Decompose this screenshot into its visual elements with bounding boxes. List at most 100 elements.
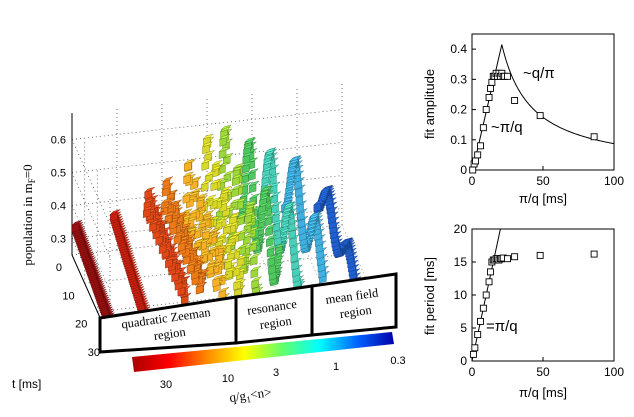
trace-marker-top (191, 187, 203, 194)
trace-marker-top (265, 234, 278, 241)
trace-marker-top (232, 165, 244, 172)
period-point (536, 251, 544, 259)
period-point (482, 291, 490, 299)
amplitude-points (469, 69, 598, 174)
amplitude-y-tick-label: 0.1 (450, 133, 467, 147)
trace-marker-top (201, 158, 213, 164)
trace-marker-top (261, 166, 274, 173)
trace-marker-top (249, 193, 261, 200)
t-tick-label: 10 (62, 290, 74, 302)
amplitude-x-tick-label: 50 (536, 174, 550, 188)
trace-marker-top (263, 149, 276, 156)
trace-marker-top (286, 166, 299, 173)
trace-marker-top (239, 192, 251, 198)
z-tick-label: 0.6 (51, 135, 66, 147)
trace (280, 155, 331, 284)
z-tick-label: 0.4 (51, 201, 66, 213)
trace-marker-top (281, 211, 293, 218)
trace-marker-top (196, 196, 208, 202)
trace-marker-top (308, 213, 320, 220)
q-tick-label: 30 (160, 379, 172, 391)
trace-marker-top (282, 203, 294, 210)
trace-marker-top (198, 219, 210, 226)
trace-marker-top (306, 219, 319, 226)
trace-marker-top (243, 211, 256, 218)
amplitude-point (487, 84, 494, 92)
trace-marker-top (260, 186, 272, 192)
trace-marker-top (270, 191, 282, 198)
amplitude-ticks: 0 50 100 0 0.1 0.2 0.3 0.4 (450, 42, 624, 188)
period-y-tick-label: 0 (460, 354, 467, 368)
q-axis-label-main: q/g (228, 388, 247, 405)
region-1-line2: region (153, 325, 187, 343)
trace-marker-top (267, 254, 279, 260)
trace-marker-top (281, 207, 294, 214)
trace-marker-top (202, 133, 214, 140)
trace-marker-top (202, 214, 214, 221)
period-x-tick-label: 50 (536, 365, 550, 379)
trace (236, 136, 286, 287)
period-point (504, 255, 511, 263)
trace-marker-top (227, 234, 239, 241)
trace-marker-top (256, 218, 269, 224)
trace-marker-top (218, 146, 230, 153)
period-point (479, 304, 487, 312)
trace-marker-top (196, 192, 209, 199)
trace-marker-top (286, 172, 298, 178)
amplitude-point (488, 78, 496, 86)
amplitude-point (479, 124, 487, 132)
trace-marker-top (207, 258, 219, 265)
region-2-line2: region (259, 314, 293, 332)
trace-marker-top (217, 232, 230, 238)
amplitude-point (474, 151, 482, 159)
amplitude-point (590, 133, 598, 141)
trace-marker-top (240, 171, 253, 178)
trace-marker-top (214, 218, 226, 225)
period-y-tick-label: 20 (454, 222, 468, 236)
trace-marker-top (202, 209, 215, 216)
trace-marker-top (273, 248, 286, 255)
z-axis-label-main: population in m (20, 183, 35, 265)
period-points (469, 250, 598, 358)
trace-marker-top (274, 242, 286, 249)
trace-marker-top (259, 189, 271, 196)
amplitude-point (477, 142, 484, 150)
amplitude-frame (471, 33, 615, 171)
t-tick-label: 20 (75, 319, 87, 331)
trace-marker-top (257, 209, 269, 216)
z-tick-label: 0.3 (51, 234, 66, 246)
trace-marker-top (189, 190, 201, 197)
waterfall-3d-plot: 0.60.50.40.3 population in mF=0 0102030 … (12, 83, 406, 407)
period-y-tick-label: 5 (460, 321, 467, 335)
traces-3d (71, 124, 363, 347)
trace-marker-top (250, 265, 262, 272)
region-2-line1: resonance (246, 297, 298, 318)
trace-marker-top (193, 238, 205, 245)
trace-marker-top (231, 173, 243, 180)
trace-marker-top (164, 255, 177, 262)
trace (256, 147, 306, 294)
trace-marker-top (262, 159, 274, 166)
q-axis-label: q/g1<n> (228, 384, 272, 407)
amplitude-x-label: π/q [ms] (519, 191, 567, 206)
trace-marker-top (269, 181, 281, 188)
trace-marker-top (306, 223, 318, 230)
trace-marker-top (264, 223, 277, 230)
period-y-tick-label: 15 (454, 255, 468, 269)
trace-marker-top (258, 194, 271, 201)
trace-marker-top (187, 226, 199, 233)
trace-marker-top (199, 250, 211, 257)
trace-marker-top (242, 151, 254, 158)
trace-marker-top (232, 162, 245, 169)
trace-marker-top (205, 194, 217, 201)
period-fit-label: =π/q (486, 318, 518, 335)
period-x-label: π/q [ms] (519, 385, 567, 400)
q-tick-label: 3 (273, 367, 279, 379)
trace-marker-top (186, 216, 198, 222)
trace-marker-top (248, 180, 260, 187)
period-point (590, 250, 598, 258)
trace-marker-top (109, 209, 121, 215)
trace-marker-top (279, 222, 292, 229)
trace-marker-top (142, 205, 154, 212)
